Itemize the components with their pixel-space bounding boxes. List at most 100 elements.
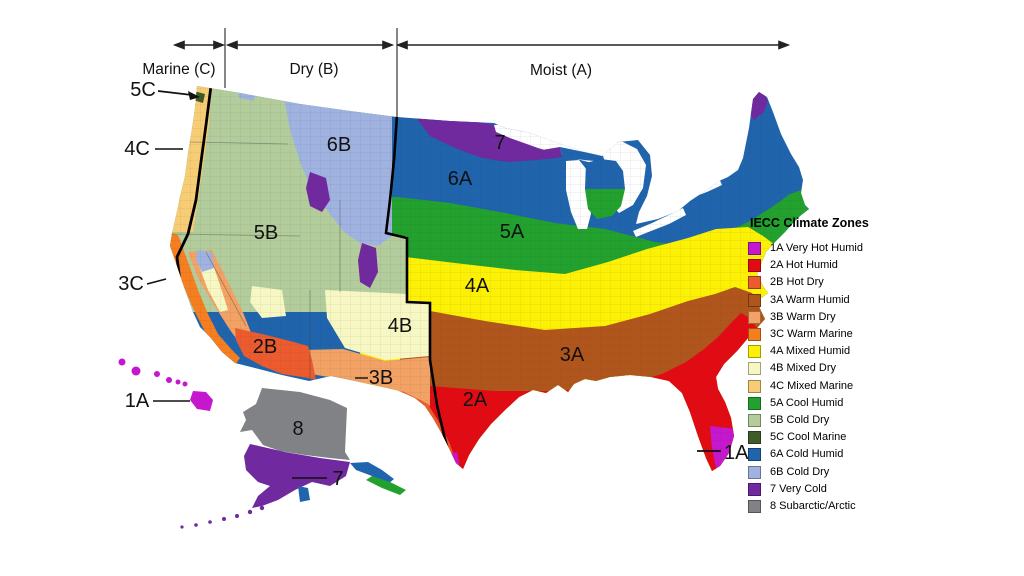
band-label-marine: Marine (C) xyxy=(142,61,215,78)
legend-label: 3C Warm Marine xyxy=(770,328,853,341)
zone-region-1a-keys xyxy=(693,470,697,471)
zone-region-8-alaska xyxy=(240,388,350,460)
zone-label-4a: 4A xyxy=(465,275,490,297)
legend-item: 3C Warm Marine xyxy=(748,326,898,343)
aleutian-island xyxy=(247,509,253,515)
zone-region-1a-keys xyxy=(700,467,704,471)
legend-label: 4B Mixed Dry xyxy=(770,362,837,375)
band-label-moist: Moist (A) xyxy=(530,62,592,79)
legend-swatch-2b xyxy=(748,276,761,290)
band-label-dry: Dry (B) xyxy=(289,61,338,78)
legend-swatch-6a xyxy=(748,448,761,462)
zone-label-3a: 3A xyxy=(560,344,585,366)
hawaii-island xyxy=(154,371,160,377)
hawaii-island xyxy=(131,366,141,376)
zone-region-6a-panhandle xyxy=(350,462,394,484)
zone-label-2b: 2B xyxy=(253,336,277,358)
zone-label-7: 7 xyxy=(494,132,505,154)
callout-label-3c: 3C xyxy=(118,273,144,295)
arrowhead-icon xyxy=(172,40,185,50)
legend-swatch-4b xyxy=(748,362,761,376)
legend-label: 5C Cool Marine xyxy=(770,431,847,444)
zone-region-7-alaska xyxy=(244,444,350,508)
hawaii-island xyxy=(182,381,188,387)
legend-title: IECC Climate Zones xyxy=(750,216,869,230)
legend-item: 1A Very Hot Humid xyxy=(748,240,898,257)
legend-item: 7 Very Cold xyxy=(748,481,898,498)
legend-item: 4B Mixed Dry xyxy=(748,360,898,377)
callout-5c-arrowhead-icon xyxy=(188,91,200,100)
arrowhead-icon xyxy=(778,40,791,50)
arrowhead-icon xyxy=(395,40,408,50)
legend-swatch-3a xyxy=(748,293,761,307)
legend-swatch-5a xyxy=(748,396,761,410)
legend-swatch-6b xyxy=(748,465,761,479)
zone-label-4b: 4B xyxy=(388,315,412,337)
callout-3c-leader-line xyxy=(146,278,167,285)
zone-label-6a: 6A xyxy=(448,168,473,190)
arrowhead-icon xyxy=(225,40,238,50)
legend-label: 3A Warm Humid xyxy=(770,293,850,306)
hawaii-island xyxy=(175,379,181,385)
aleutian-island xyxy=(259,505,265,511)
callout-label-florida-1a: 1A xyxy=(724,442,749,464)
legend-label: 2B Hot Dry xyxy=(770,276,824,289)
legend-label: 7 Very Cold xyxy=(770,482,827,495)
legend-item: 5B Cold Dry xyxy=(748,412,898,429)
legend-item: 8 Subarctic/Arctic xyxy=(748,498,898,515)
legend-swatch-8 xyxy=(748,499,761,513)
legend-swatch-3b xyxy=(748,310,761,324)
legend-label: 8 Subarctic/Arctic xyxy=(770,499,856,512)
aleutian-island xyxy=(194,523,198,527)
zone-label-5b: 5B xyxy=(254,222,278,244)
legend-item: 6A Cold Humid xyxy=(748,446,898,463)
zone-label-2a: 2A xyxy=(463,389,488,411)
zone-label-alaska-8: 8 xyxy=(292,418,303,440)
dry-moist-boundary-line xyxy=(384,114,453,463)
legend-item: 6B Cold Dry xyxy=(748,463,898,480)
legend-label: 3B Warm Dry xyxy=(770,310,836,323)
callout-label-hawaii-1a: 1A xyxy=(125,390,150,412)
arrowhead-icon xyxy=(382,40,395,50)
callout-5c-leader-line xyxy=(157,90,193,96)
aleutian-island xyxy=(180,525,184,529)
hawaii-big-island xyxy=(190,391,213,411)
legend-label: 4C Mixed Marine xyxy=(770,379,854,392)
callout-label-5c: 5C xyxy=(130,79,156,101)
aleutian-island xyxy=(235,514,239,518)
hawaii-region xyxy=(118,358,213,411)
legend-label: 6B Cold Dry xyxy=(770,465,830,478)
arrowhead-icon xyxy=(213,40,226,50)
legend-label: 5B Cold Dry xyxy=(770,413,830,426)
zone-region-5a-panhandle xyxy=(366,476,406,495)
legend-item: 4C Mixed Marine xyxy=(748,378,898,395)
legend-label: 5A Cool Humid xyxy=(770,396,844,409)
hawaii-island xyxy=(166,377,172,383)
legend-label: 1A Very Hot Humid xyxy=(770,242,863,255)
zone-label-3b: 3B xyxy=(369,367,393,389)
state-border-hints xyxy=(170,141,341,378)
legend-label: 4A Mixed Humid xyxy=(770,345,851,358)
zone-label-5a: 5A xyxy=(500,221,525,243)
legend-swatch-5b xyxy=(748,413,761,427)
legend-label: 6A Cold Humid xyxy=(770,448,844,461)
moisture-band-arrows xyxy=(172,28,791,117)
legend-swatch-1a xyxy=(748,242,761,256)
alaska-region xyxy=(180,388,406,529)
legend-swatch-7 xyxy=(748,482,761,496)
legend-item: 5C Cool Marine xyxy=(748,429,898,446)
aleutian-island xyxy=(222,517,226,521)
legend-item: 2A Hot Humid xyxy=(748,257,898,274)
hawaii-island xyxy=(118,358,126,366)
legend-item: 5A Cool Humid xyxy=(748,395,898,412)
legend: IECC Climate Zones 1A Very Hot Humid 2A … xyxy=(748,216,898,515)
zone-label-alaska-7: 7 xyxy=(332,468,343,490)
callout-label-4c: 4C xyxy=(124,138,150,160)
legend-swatch-4c xyxy=(748,379,761,393)
legend-swatch-5c xyxy=(748,431,761,445)
legend-item: 2B Hot Dry xyxy=(748,274,898,291)
legend-swatch-2a xyxy=(748,259,761,273)
legend-swatch-4a xyxy=(748,345,761,359)
